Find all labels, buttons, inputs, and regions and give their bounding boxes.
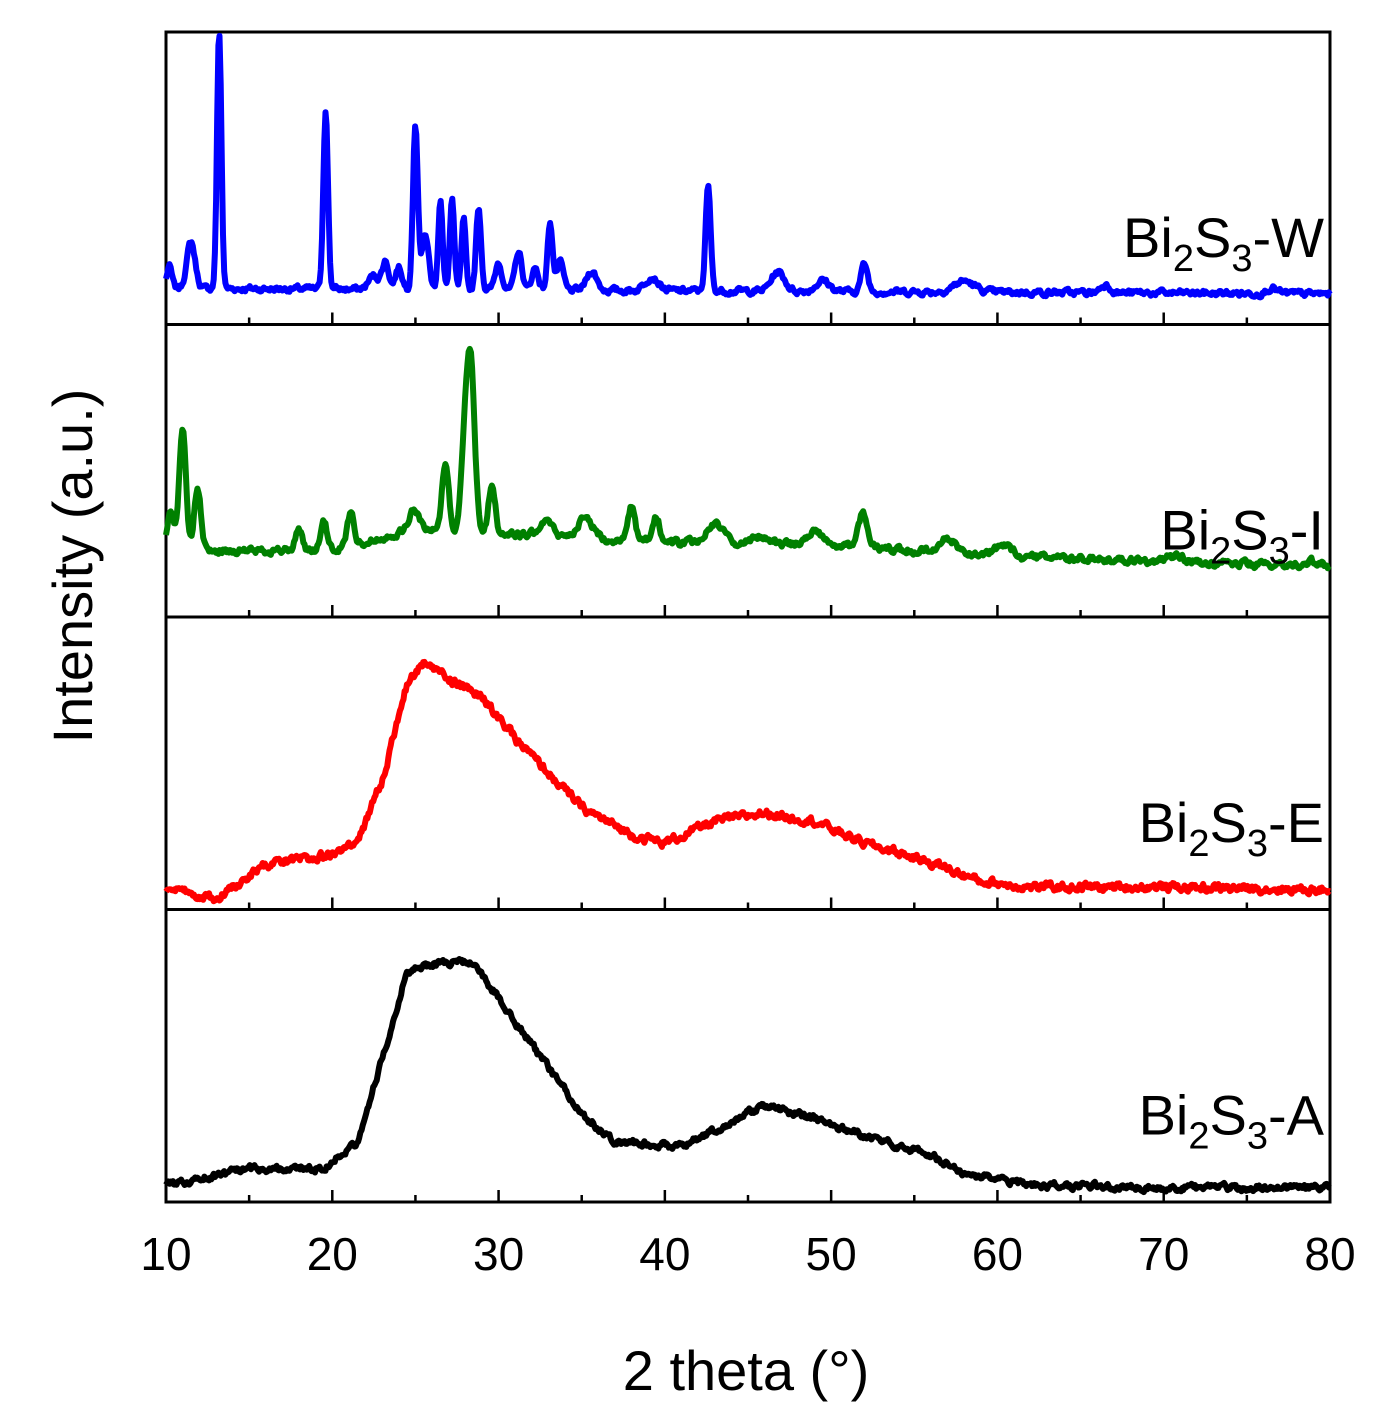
x-tick-label: 10 [140, 1228, 191, 1280]
panels-group: Bi2S3-W Bi2S3-I Bi2S3-E Bi2S3-A [163, 30, 1333, 1204]
x-tick-label: 20 [307, 1228, 358, 1280]
x-tick-label: 80 [1304, 1228, 1355, 1280]
panel-Bi2S3-W: Bi2S3-W [163, 30, 1333, 326]
series-label-Bi2S3-I: Bi2S3-I [1160, 499, 1324, 573]
series-label-Bi2S3-E: Bi2S3-E [1139, 791, 1324, 865]
panel-frame [164, 323, 1332, 619]
y-axis-title: Intensity (a.u.) [41, 389, 104, 744]
x-tick-label: 60 [972, 1228, 1023, 1280]
x-tick-label: 50 [806, 1228, 857, 1280]
panel-Bi2S3-E: Bi2S3-E [163, 615, 1332, 911]
x-tick-label: 70 [1138, 1228, 1189, 1280]
series-line-Bi2S3-I [163, 345, 1332, 572]
series-line-Bi2S3-W [163, 33, 1333, 301]
panel-frame [164, 30, 1332, 326]
series-label-Bi2S3-W: Bi2S3-W [1123, 206, 1324, 280]
x-ticks-group: 10 20 30 40 50 60 70 80 [140, 1190, 1356, 1280]
series-line-Bi2S3-E [163, 658, 1332, 905]
x-tick-label: 30 [473, 1228, 524, 1280]
panel-frame [164, 615, 1332, 911]
series-label-Bi2S3-A: Bi2S3-A [1139, 1084, 1325, 1158]
series-line-Bi2S3-A [163, 956, 1332, 1196]
x-tick-label: 40 [639, 1228, 690, 1280]
x-axis-title: 2 theta (°) [623, 1339, 870, 1402]
panel-Bi2S3-I: Bi2S3-I [163, 323, 1332, 619]
panel-Bi2S3-A: Bi2S3-A [163, 908, 1332, 1204]
